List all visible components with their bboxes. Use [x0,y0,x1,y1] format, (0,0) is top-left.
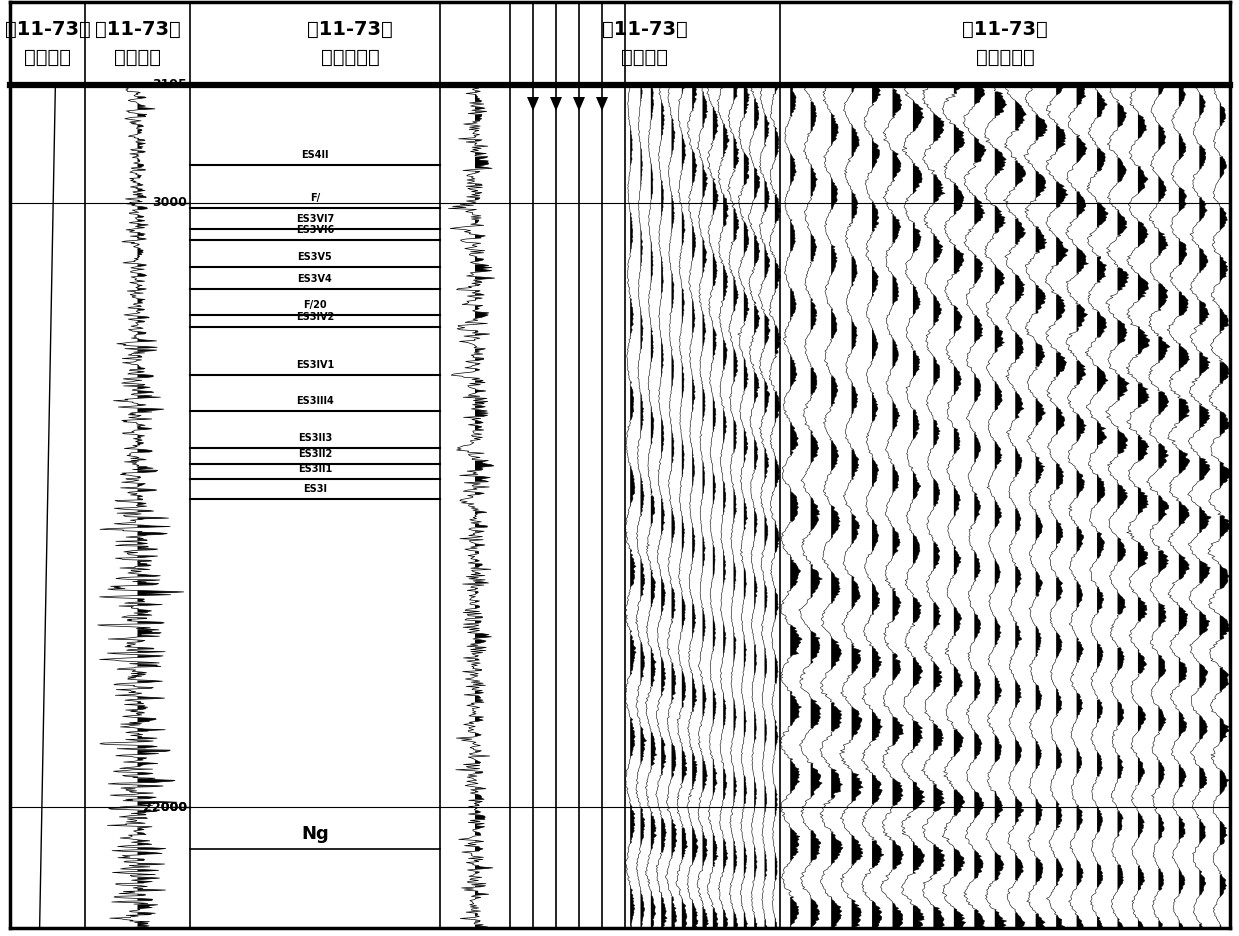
Text: 2000: 2000 [152,800,187,813]
Polygon shape [596,97,608,111]
Text: ES3V5: ES3V5 [297,253,332,262]
Text: 験11-73井: 験11-73井 [602,20,688,39]
Text: F/: F/ [310,193,320,203]
Text: 2. 000: 2. 000 [142,800,187,813]
Polygon shape [550,97,563,111]
Polygon shape [572,97,585,111]
Text: 合成记录: 合成记录 [622,48,669,67]
Text: 験11-73井: 験11-73井 [5,20,90,39]
Text: ES3III4: ES3III4 [296,396,333,406]
Text: 3195: 3195 [152,79,187,92]
Text: 地震井旁道: 地震井旁道 [975,48,1035,67]
Text: ES3VI6: ES3VI6 [296,226,335,235]
Text: ES3VI7: ES3VI7 [296,213,335,224]
Text: ES3II2: ES3II2 [297,449,332,459]
Text: ES3II3: ES3II3 [297,432,332,443]
Text: 験11-73井: 験11-73井 [307,20,393,39]
Text: ES3II1: ES3II1 [297,464,332,474]
Text: Ng: Ng [301,826,328,843]
Text: ES3I: ES3I [304,484,327,494]
Polygon shape [527,97,539,111]
Text: 験11-73井: 験11-73井 [963,20,1048,39]
Text: 験11-73井: 験11-73井 [94,20,181,39]
Text: ES3IV1: ES3IV1 [296,360,335,370]
Text: ES3V4: ES3V4 [297,273,332,284]
Text: 井分层数据: 井分层数据 [321,48,379,67]
Text: 3000: 3000 [152,197,187,210]
Text: ES4II: ES4II [301,150,328,160]
Text: ES3IV2: ES3IV2 [296,312,335,322]
Text: 声波曲线: 声波曲线 [114,48,161,67]
Text: F/20: F/20 [304,300,327,310]
Text: 时深关系: 时深关系 [24,48,71,67]
